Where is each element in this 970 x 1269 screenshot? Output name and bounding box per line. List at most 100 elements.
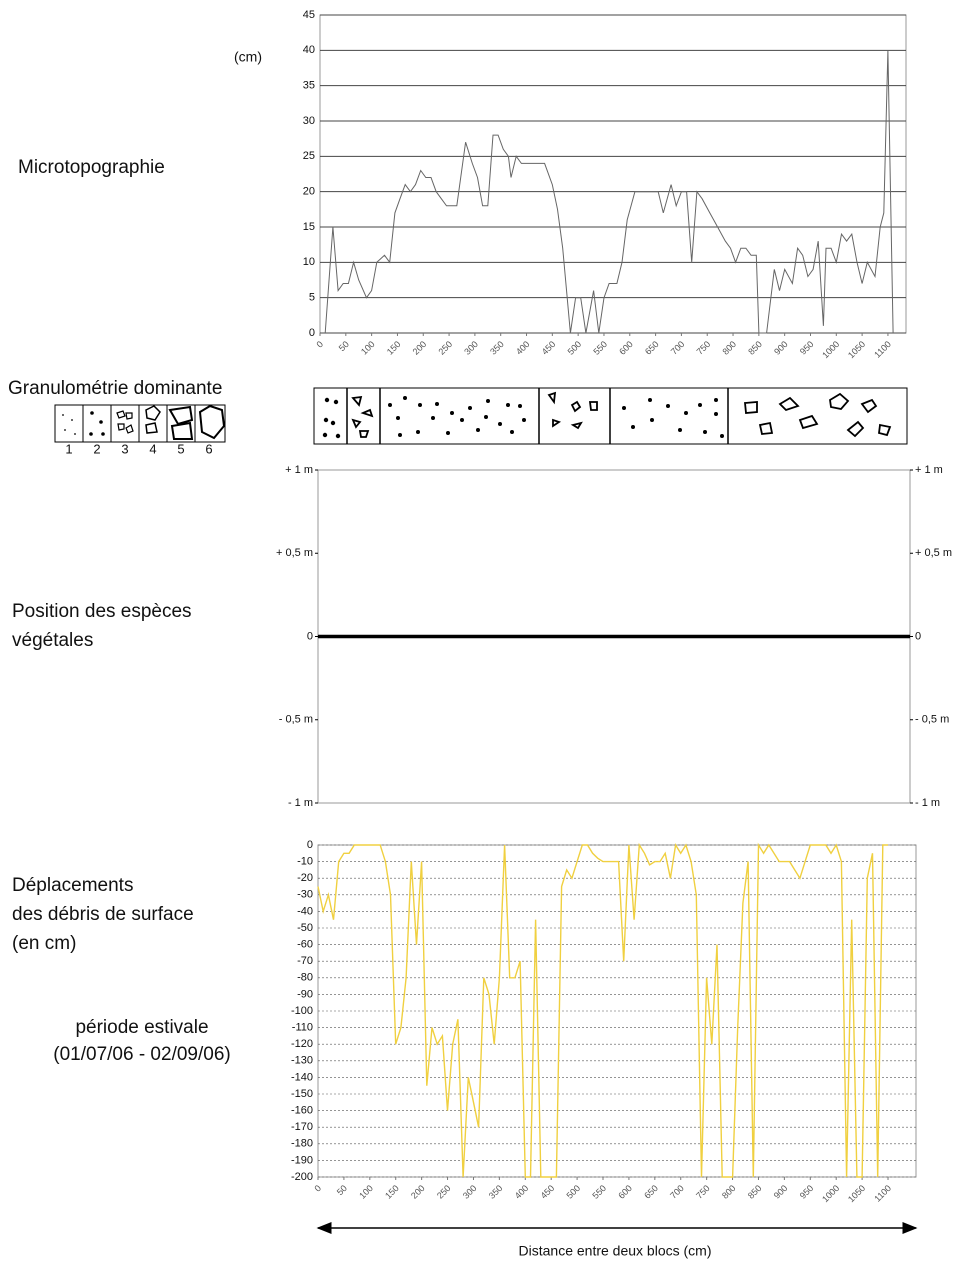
y-tick-label: + 1 m — [285, 464, 313, 476]
x-tick-label: 600 — [616, 1183, 634, 1201]
x-tick-label: 100 — [357, 1183, 375, 1201]
x-tick-label: 500 — [564, 1183, 582, 1201]
y2-tick-label: + 1 m — [915, 464, 943, 476]
y-tick-label: -180 — [291, 1138, 313, 1150]
x-tick-label: 200 — [411, 339, 429, 357]
x-tick-label: 650 — [643, 339, 661, 357]
legend-number: 4 — [149, 441, 156, 456]
granulometry-strip — [313, 387, 908, 445]
y2-tick-label: + 0,5 m — [915, 547, 952, 559]
x-tick-label: 550 — [591, 339, 609, 357]
y-tick-label: -70 — [297, 955, 313, 967]
x-tick-label: 1000 — [820, 339, 841, 360]
panel-title: (en cm) — [12, 933, 76, 954]
y-tick-label: 10 — [303, 256, 315, 268]
x-tick-label: 1000 — [820, 1183, 841, 1204]
x-tick-label: 950 — [798, 1183, 816, 1201]
y-tick-label: -170 — [291, 1121, 313, 1133]
y-tick-label: 40 — [303, 44, 315, 56]
panel-title: Microtopographie — [18, 157, 165, 178]
x-tick-label: 900 — [772, 339, 790, 357]
x-tick-label: 800 — [720, 339, 738, 357]
x-tick-label: 400 — [513, 1183, 531, 1201]
y-tick-label: -140 — [291, 1071, 313, 1083]
y-tick-label: - 0,5 m — [279, 714, 313, 726]
y-tick-label: -30 — [297, 889, 313, 901]
panel-subtitle: (01/07/06 - 02/09/06) — [53, 1044, 230, 1065]
y-tick-label: -110 — [292, 1022, 313, 1034]
y-tick-label: 0 — [307, 839, 313, 851]
x-tick-label: 500 — [566, 339, 584, 357]
y-tick-label: 20 — [303, 186, 315, 198]
y-unit: (cm) — [234, 49, 262, 65]
legend-number: 5 — [177, 441, 184, 456]
y-tick-label: 0 — [309, 327, 315, 339]
x-tick-label: 350 — [488, 339, 506, 357]
y-tick-label: -130 — [291, 1055, 313, 1067]
x-tick-label: 0 — [312, 1183, 323, 1194]
data-line — [317, 842, 888, 1178]
granulometry-legend-boxes — [54, 404, 226, 443]
y-tick-label: -100 — [291, 1005, 313, 1017]
y-tick-label: -160 — [291, 1105, 313, 1117]
y-tick-label: -20 — [297, 872, 313, 884]
x-tick-label: 750 — [694, 1183, 712, 1201]
y-tick-label: -90 — [297, 988, 313, 1000]
y-tick-label: -150 — [291, 1088, 313, 1100]
x-tick-label: 450 — [540, 339, 558, 357]
x-tick-label: 50 — [335, 1183, 349, 1197]
x-tick-label: 300 — [461, 1183, 479, 1201]
x-tick-label: 850 — [746, 1183, 764, 1201]
x-tick-label: 700 — [669, 339, 687, 357]
panel-title: Granulométrie dominante — [8, 378, 222, 399]
x-tick-label: 200 — [409, 1183, 427, 1201]
y-tick-label: -50 — [297, 922, 313, 934]
x-tick-label: 650 — [642, 1183, 660, 1201]
x-tick-label: 300 — [462, 339, 480, 357]
y2-tick-label: 0 — [915, 630, 921, 642]
x-tick-label: 250 — [436, 339, 454, 357]
y2-tick-label: - 1 m — [915, 797, 940, 809]
x-tick-label: 50 — [337, 339, 351, 353]
y-tick-label: + 0,5 m — [276, 547, 313, 559]
y-tick-label: 5 — [309, 292, 315, 304]
y-tick-label: 0 — [307, 630, 313, 642]
x-tick-label: 450 — [539, 1183, 557, 1201]
x-tick-label: 850 — [746, 339, 764, 357]
legend-number: 3 — [121, 441, 128, 456]
panel-title: Déplacements — [12, 875, 133, 896]
y-tick-label: -200 — [291, 1171, 313, 1183]
x-tick-label: 1100 — [872, 1183, 893, 1204]
y-tick-label: -120 — [291, 1038, 313, 1050]
x-tick-label: 250 — [435, 1183, 453, 1201]
x-tick-label: 550 — [590, 1183, 608, 1201]
legend-number: 2 — [93, 441, 100, 456]
legend-number: 1 — [65, 441, 72, 456]
y2-tick-label: - 0,5 m — [915, 714, 949, 726]
x-tick-label: 1050 — [846, 339, 867, 360]
x-tick-label: 800 — [720, 1183, 738, 1201]
y-tick-label: -40 — [297, 905, 313, 917]
y-tick-label: 25 — [303, 150, 315, 162]
legend-number: 6 — [205, 441, 212, 456]
x-tick-label: 1100 — [872, 339, 893, 360]
panel-title: végétales — [12, 630, 93, 651]
y-tick-label: - 1 m — [288, 797, 313, 809]
y-tick-label: 35 — [303, 80, 315, 92]
y-tick-label: 15 — [303, 221, 315, 233]
y-tick-label: 30 — [303, 115, 315, 127]
panel-title: Position des espèces — [12, 601, 192, 622]
x-tick-label: 600 — [617, 339, 635, 357]
data-line — [324, 50, 894, 334]
x-tick-label: 1050 — [846, 1183, 867, 1204]
y-tick-label: -80 — [297, 972, 313, 984]
x-tick-label: 700 — [668, 1183, 686, 1201]
x-tick-label: 900 — [772, 1183, 790, 1201]
x-tick-label: 950 — [798, 339, 816, 357]
y-tick-label: -190 — [291, 1154, 313, 1166]
x-tick-label: 100 — [359, 339, 377, 357]
x-tick-label: 400 — [514, 339, 532, 357]
x-tick-label: 0 — [314, 339, 325, 350]
y-tick-label: 45 — [303, 9, 315, 21]
